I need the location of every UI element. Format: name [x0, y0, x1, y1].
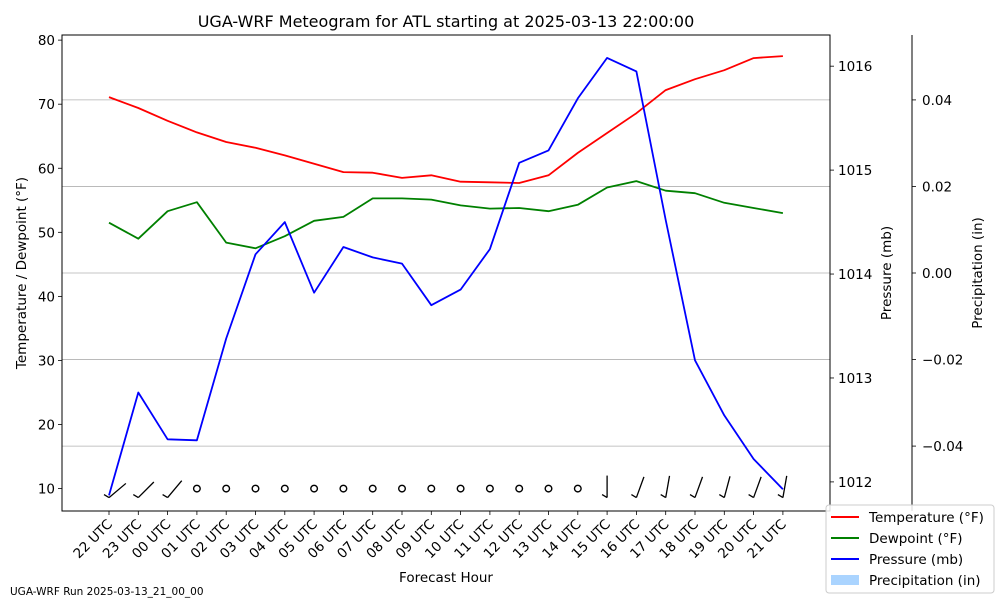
temperature-tick-label: 20 [38, 418, 55, 434]
run-footer: UGA-WRF Run 2025-03-13_21_00_00 [10, 586, 204, 598]
wind-barb [132, 481, 155, 499]
calm-wind-marker [339, 484, 348, 493]
legend-item: Dewpoint (°F) [831, 531, 963, 547]
wind-barb [718, 476, 731, 499]
temperature-tick-label: 80 [38, 33, 55, 49]
calm-wind-marker [456, 484, 465, 493]
legend: Temperature (°F) Dewpoint (°F) Pressure (m… [825, 504, 995, 594]
calm-wind-marker [427, 484, 436, 493]
calm-wind-marker [310, 484, 319, 493]
precipitation-axis: −0.04 −0.02 0.00 0.02 0.04 [912, 93, 963, 455]
wind-barb [601, 475, 608, 499]
legend-swatch [831, 575, 859, 585]
pressure-line [108, 57, 784, 496]
precip-tick-label: 0.04 [922, 93, 952, 109]
temperature-axis: 10 20 30 40 50 60 70 80 [38, 33, 62, 498]
precip-tick-label: 0.02 [922, 179, 952, 195]
wind-barb [689, 476, 704, 499]
calm-wind-marker [398, 484, 407, 493]
x-axis-label: Forecast Hour [399, 570, 493, 586]
precipitation-axis-label: Precipitation (in) [970, 217, 986, 329]
precip-tick-label: −0.02 [922, 353, 963, 369]
grid [62, 99, 830, 447]
calm-wind-marker [515, 484, 524, 493]
wind-barb [162, 480, 183, 499]
legend-label: Dewpoint (°F) [869, 531, 963, 547]
pressure-axis: 1012 1013 1014 1015 1016 [830, 59, 872, 491]
plot-frame [61, 34, 831, 512]
legend-label: Temperature (°F) [868, 510, 984, 526]
legend-item: Pressure (mb) [831, 552, 963, 568]
pressure-axis-label: Pressure (mb) [879, 226, 895, 320]
temperature-tick-label: 60 [38, 161, 55, 177]
left-axis-label: Temperature / Dewpoint (°F) [14, 177, 30, 370]
pressure-tick-label: 1012 [838, 475, 872, 491]
calm-wind-marker [192, 484, 201, 493]
legend-item: Temperature (°F) [831, 510, 984, 526]
temperature-line [108, 55, 783, 184]
chart-title: UGA-WRF Meteogram for ATL starting at 20… [198, 12, 695, 31]
temperature-tick-label: 40 [38, 289, 55, 305]
calm-wind-marker [485, 484, 494, 493]
temperature-tick-label: 10 [38, 482, 55, 498]
calm-wind-marker [251, 484, 260, 493]
precip-tick-label: 0.00 [922, 266, 952, 282]
pressure-tick-label: 1015 [838, 163, 872, 179]
legend-label: Precipitation (in) [869, 573, 981, 589]
temperature-tick-label: 70 [38, 97, 55, 113]
calm-wind-marker [222, 484, 231, 493]
temperature-tick-label: 30 [38, 353, 55, 369]
legend-label: Pressure (mb) [869, 552, 963, 568]
pressure-tick-label: 1016 [838, 59, 872, 75]
calm-wind-marker [368, 484, 377, 493]
pressure-tick-label: 1014 [838, 267, 872, 283]
dewpoint-line [108, 180, 784, 250]
wind-barb [631, 476, 645, 499]
series-layer [108, 55, 784, 496]
pressure-tick-label: 1013 [838, 371, 872, 387]
legend-frame [825, 504, 995, 594]
calm-wind-marker [544, 484, 553, 493]
wind-barbs [103, 475, 788, 499]
calm-wind-marker [573, 484, 582, 493]
precip-tick-label: −0.04 [922, 439, 963, 455]
wind-barb [748, 476, 762, 499]
temperature-tick-label: 50 [38, 225, 55, 241]
legend-item: Precipitation (in) [831, 573, 981, 589]
wind-barb [103, 482, 127, 499]
calm-wind-marker [280, 484, 289, 493]
wind-barb [660, 475, 671, 499]
wind-barb [777, 475, 788, 499]
